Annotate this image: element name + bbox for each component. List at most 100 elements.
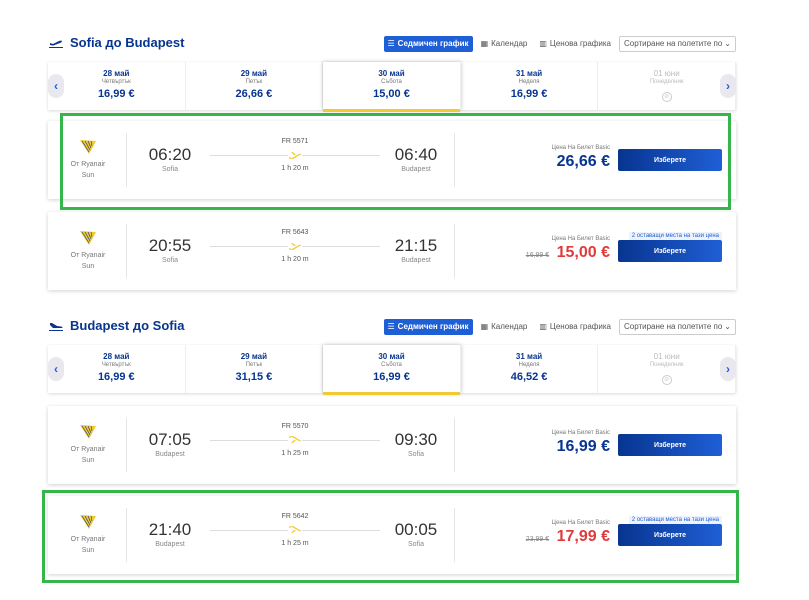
chevron-down-icon: ⌄ [724, 39, 731, 48]
plane-icon [288, 240, 302, 252]
carrier-sub: Sun [81, 172, 95, 179]
date-price: 46,52 € [510, 371, 548, 383]
bar-chart-icon: ▥ [539, 39, 547, 48]
date-price: 16,99 € [510, 88, 548, 100]
list-icon: ☰ [387, 39, 395, 48]
fare-type: Цена На Билет Basic [551, 430, 610, 436]
route-line [210, 523, 380, 537]
sort-select-label: Сортиране на полетите по [623, 322, 723, 331]
prev-week-button[interactable]: ‹ [48, 74, 64, 98]
departure-time: 06:20 [148, 145, 192, 164]
price: 16,99 € [556, 438, 610, 455]
date-cell-selected[interactable]: 30 май Събота 15,00 € [323, 62, 461, 112]
date-label: 01 юни [653, 352, 680, 361]
section-title: Budapest до Sofia [48, 318, 184, 333]
calendar-icon: ▦ [480, 39, 489, 48]
flight-card: От Ryanair Sun 21:40 Budapest FR 5642 1 … [48, 496, 736, 574]
carrier-label: От Ryanair [70, 161, 106, 168]
day-label: Понеделник [649, 362, 684, 368]
route-line [210, 433, 380, 447]
plane-icon [288, 434, 302, 446]
day-label: Събота [381, 362, 402, 368]
date-cell-selected[interactable]: 30 май Събота 16,99 € [323, 345, 461, 395]
chevron-down-icon: ⌄ [724, 322, 731, 331]
plane-icon [288, 524, 302, 536]
arrival-city: Budapest [401, 166, 431, 173]
next-week-button[interactable]: › [720, 357, 736, 381]
price-chart-view-button[interactable]: ▥ Ценова графика [535, 319, 615, 335]
date-label: 29 май [240, 69, 268, 78]
arrival: 00:05 Sofia [386, 520, 446, 548]
departure: 06:20 Sofia [140, 145, 200, 173]
calendar-view-button[interactable]: ▦ Календар [477, 36, 532, 52]
carrier-label: От Ryanair [70, 252, 106, 259]
divider [454, 224, 455, 278]
date-cell[interactable]: 31 май Неделя 46,52 € [461, 345, 599, 393]
date-cell[interactable]: 31 май Неделя 16,99 € [461, 62, 599, 110]
departure: 07:05 Budapest [140, 430, 200, 458]
price: 15,00 € [556, 244, 610, 261]
departure: 20:55 Sofia [140, 236, 200, 264]
departure-city: Budapest [155, 541, 185, 548]
ryanair-harp-icon [80, 140, 96, 154]
price-chart-view-label: Ценова графика [549, 39, 611, 48]
divider [454, 508, 455, 562]
price-chart-view-button[interactable]: ▥ Ценова графика [535, 36, 615, 52]
carrier-label: От Ryanair [70, 536, 106, 543]
date-cell[interactable]: 29 май Петък 26,66 € [186, 62, 324, 110]
day-label: Събота [381, 79, 402, 85]
plane-icon [288, 149, 302, 161]
chevron-left-icon: ‹ [54, 362, 58, 376]
arrival-time: 09:30 [394, 430, 438, 449]
select-flight-button[interactable]: Изберете [618, 434, 722, 456]
seats-left-badge: 2 оставащи места на тази цена [628, 516, 722, 524]
sort-select-label: Сортиране на полетите по [623, 39, 723, 48]
sort-select[interactable]: Сортиране на полетите по ⌄ [618, 319, 736, 335]
date-price: 16,99 € [97, 88, 135, 100]
departure-city: Sofia [162, 166, 178, 173]
chevron-left-icon: ‹ [54, 79, 58, 93]
date-cell[interactable]: 28 май Четвъртък 16,99 € [48, 62, 186, 110]
weekly-view-button[interactable]: ☰ Седмичен график [383, 319, 473, 335]
price: 17,99 € [556, 528, 610, 545]
date-price: 26,66 € [235, 88, 273, 100]
no-flight-icon: ⊘ [661, 92, 672, 102]
flight-duration: 1 h 20 m [281, 165, 309, 172]
sort-select[interactable]: Сортиране на полетите по ⌄ [618, 36, 736, 52]
next-week-button[interactable]: › [720, 74, 736, 98]
weekly-view-button[interactable]: ☰ Седмичен график [383, 36, 473, 52]
flight-route: FR 5570 1 h 25 m [210, 423, 380, 457]
section-title-text: Sofia до Budapest [70, 35, 185, 50]
prev-week-button[interactable]: ‹ [48, 357, 64, 381]
day-label: Четвъртък [101, 79, 131, 85]
divider [454, 133, 455, 187]
price: 26,66 € [556, 153, 610, 170]
calendar-view-button[interactable]: ▦ Календар [477, 319, 532, 335]
date-label: 30 май [378, 352, 405, 361]
bar-chart-icon: ▥ [539, 322, 547, 331]
chevron-right-icon: › [726, 362, 730, 376]
flight-duration: 1 h 25 m [281, 450, 309, 457]
price-row: 23,99 € 17,99 € [526, 528, 610, 546]
flight-card: От Ryanair Sun 07:05 Budapest FR 5570 1 … [48, 406, 736, 484]
departure-time: 20:55 [148, 236, 192, 255]
date-price: 31,15 € [235, 371, 273, 383]
day-label: Четвъртък [101, 362, 131, 368]
old-price: 16,99 € [525, 252, 550, 259]
date-cell[interactable]: 29 май Петък 31,15 € [186, 345, 324, 393]
select-flight-button[interactable]: Изберете [618, 149, 722, 171]
carrier-sub: Sun [81, 263, 95, 270]
date-cell-disabled: 01 юни Понеделник ⊘ [598, 345, 736, 393]
flight-number: FR 5642 [281, 513, 309, 520]
arrival: 06:40 Budapest [386, 145, 446, 173]
day-label: Неделя [518, 362, 540, 368]
arrival-city: Sofia [408, 451, 424, 458]
select-flight-button[interactable]: Изберете [618, 524, 722, 546]
price-row: 16,99 € [552, 438, 610, 456]
day-label: Петък [245, 79, 263, 85]
select-flight-button[interactable]: Изберете [618, 240, 722, 262]
day-label: Понеделник [649, 79, 684, 85]
date-cell[interactable]: 28 май Четвъртък 16,99 € [48, 345, 186, 393]
price-box: Цена На Билет Basic 23,99 € 17,99 € [526, 520, 610, 546]
departure-city: Sofia [162, 257, 178, 264]
